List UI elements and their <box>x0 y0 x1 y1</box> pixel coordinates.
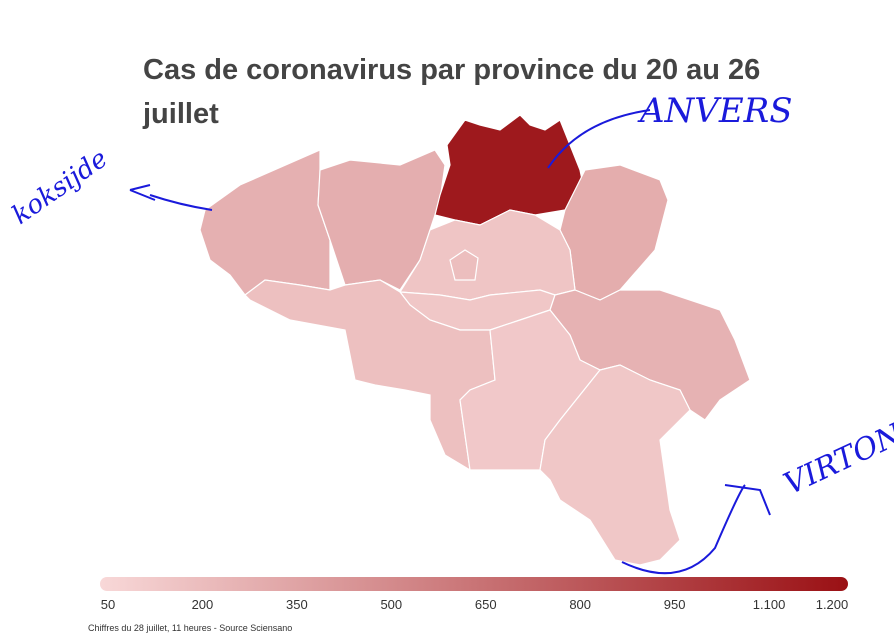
color-scale <box>100 577 848 591</box>
scale-tick-label: 800 <box>569 597 591 612</box>
province <box>449 249 479 281</box>
scale-tick-label: 350 <box>286 597 308 612</box>
province <box>539 364 691 566</box>
annotation: koksijde <box>7 144 113 231</box>
annotation-stroke <box>547 109 651 169</box>
scale-tick-label: 500 <box>380 597 402 612</box>
scale-tick-label: 950 <box>664 597 686 612</box>
scale-tick-label: 1.200 <box>816 597 849 612</box>
scale-tick-label: 1.100 <box>753 597 786 612</box>
annotation-stroke <box>129 184 213 211</box>
title: Cas de coronavirus par province du 20 au… <box>143 54 761 130</box>
annotation: ANVERS <box>637 91 793 131</box>
annotation: VIRTON <box>779 416 894 502</box>
scale-tick-label: 650 <box>475 597 497 612</box>
provinces <box>199 114 751 566</box>
scale-tick-label: 200 <box>192 597 214 612</box>
annotation-stroke <box>621 484 771 575</box>
province <box>199 149 331 296</box>
source: Chiffres du 28 juillet, 11 heures - Sour… <box>88 623 292 633</box>
scale-ticks: 50 200 350 500 650 800 950 1.100 1.200 <box>101 597 849 612</box>
scale-tick-label: 50 <box>101 597 115 612</box>
